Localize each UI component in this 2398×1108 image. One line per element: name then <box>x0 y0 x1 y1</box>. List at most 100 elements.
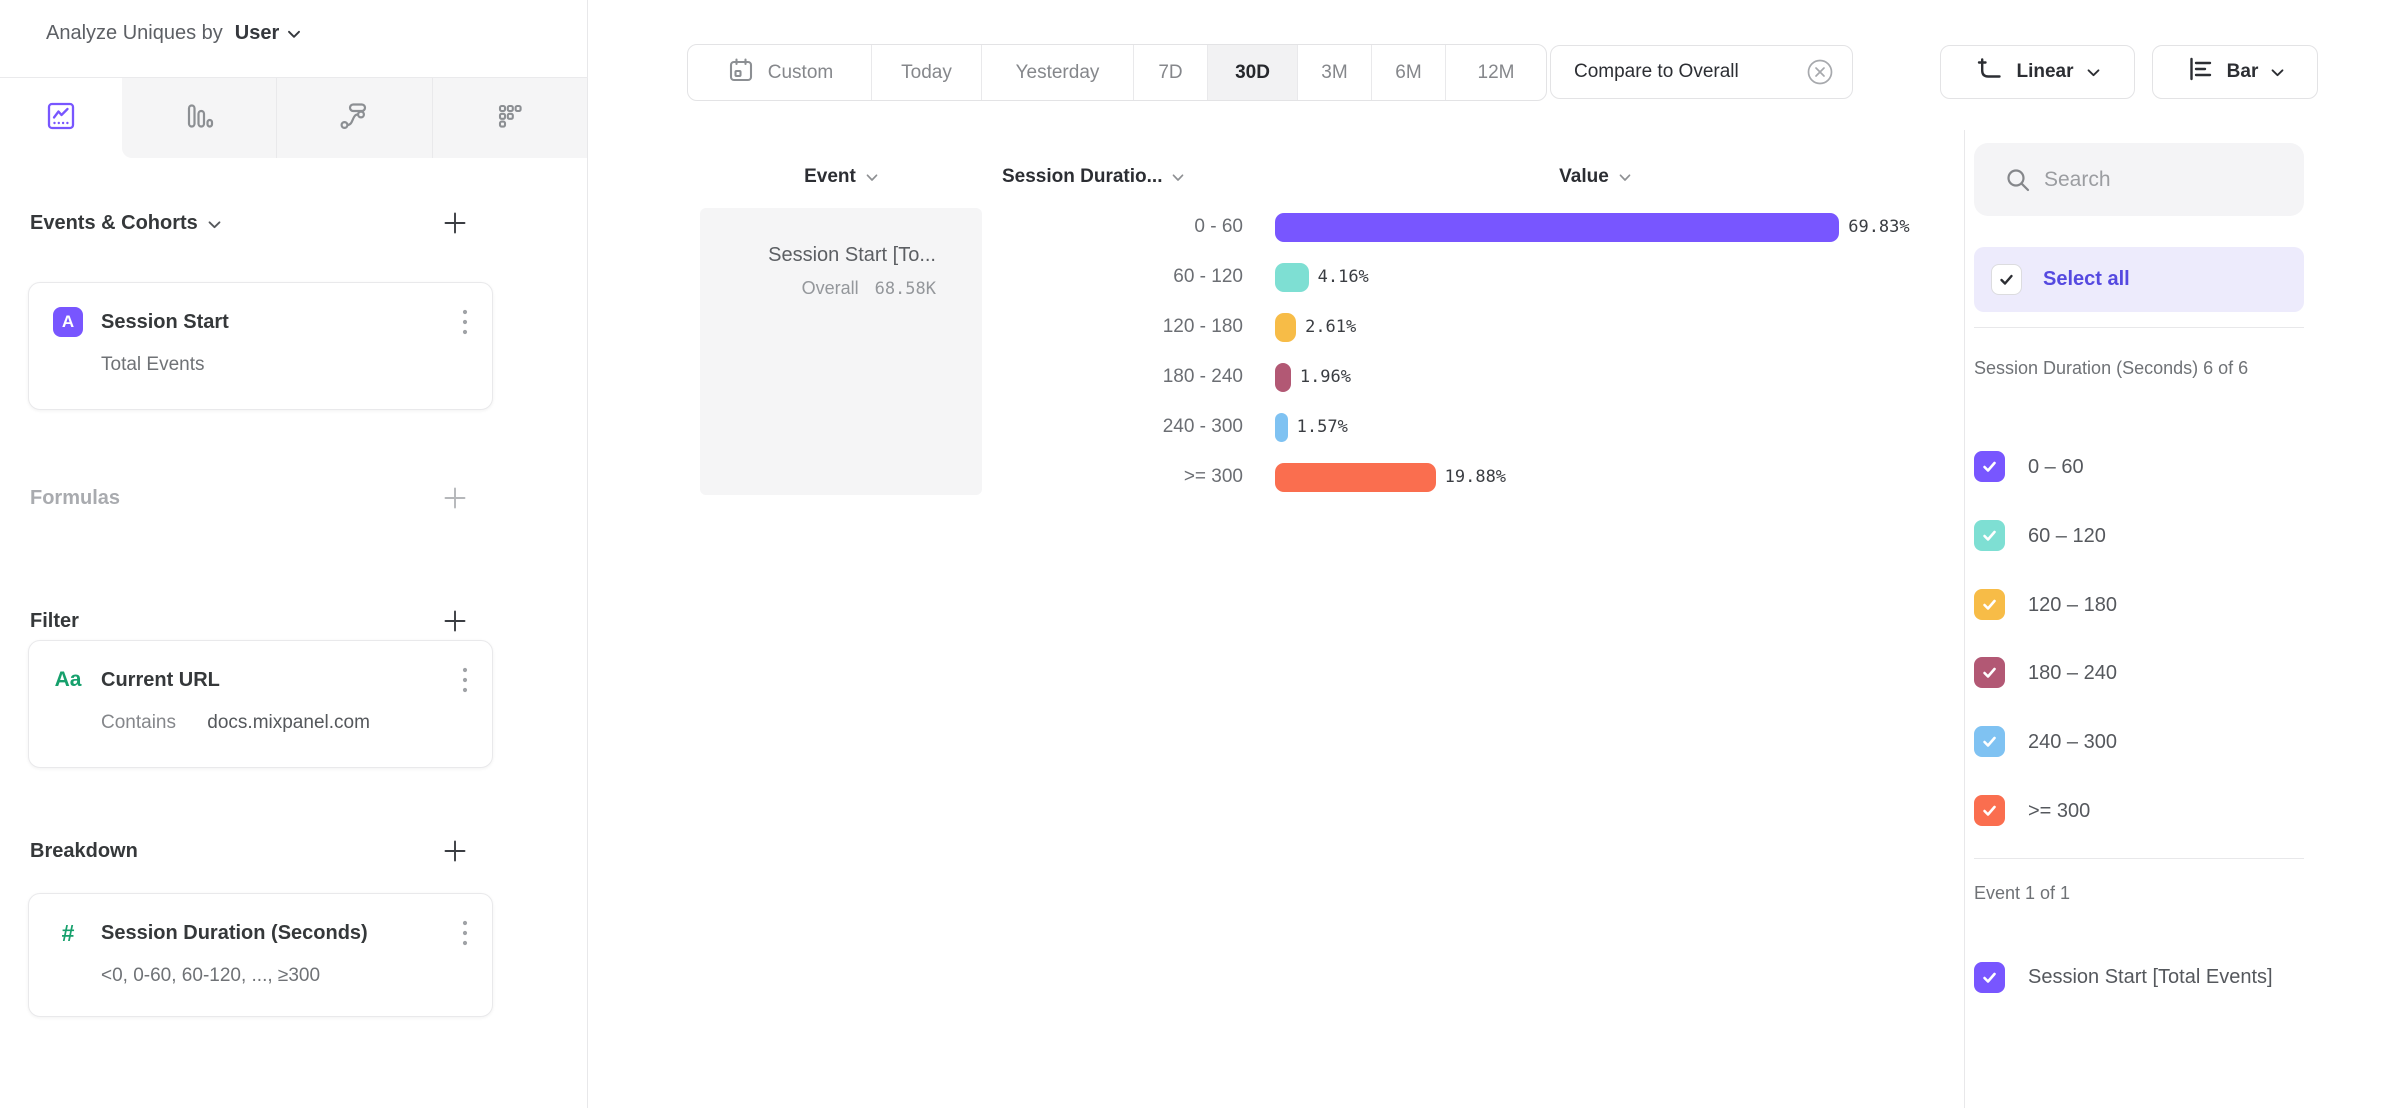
colored-checkbox[interactable] <box>1974 589 2005 620</box>
legend-item-300-plus[interactable]: >= 300 <box>1974 795 2394 826</box>
column-header-breakdown[interactable]: Session Duratio... <box>1002 164 1242 190</box>
events-cohorts-section-header: Events & Cohorts <box>30 210 468 236</box>
date-range-6m[interactable]: 6M <box>1371 45 1445 100</box>
search-input[interactable] <box>2044 143 2294 216</box>
filter-card-title: Current URL <box>101 668 220 691</box>
chart-row-120-180: 120 - 180 2.61% <box>1040 312 1356 342</box>
event-letter-badge: A <box>53 307 83 337</box>
formulas-title: Formulas <box>30 486 121 509</box>
breakdown-card-title: Session Duration (Seconds) <box>101 921 368 944</box>
date-range-control: Custom Today Yesterday 7D 30D 3M 6M 12M <box>687 44 1547 101</box>
text-property-icon: Aa <box>54 668 82 691</box>
chart-row-240-300: 240 - 300 1.57% <box>1040 412 1348 442</box>
events-cohorts-title[interactable]: Events & Cohorts <box>30 212 221 235</box>
chart-row-60-120: 60 - 120 4.16% <box>1040 262 1369 292</box>
legend-panel: Select all Session Duration (Seconds) 6 … <box>1964 130 2398 1108</box>
event-card-session-start[interactable]: A Session Start Total Events <box>28 282 493 410</box>
report-type-tabs <box>0 77 588 158</box>
analyze-label: Analyze Uniques by <box>46 22 223 44</box>
colored-checkbox[interactable] <box>1974 961 2005 993</box>
retention-grid-icon <box>494 100 526 137</box>
event-summary-cell[interactable]: Session Start [To... Overall 68.58K <box>700 208 982 495</box>
value-label: 1.96% <box>1299 367 1352 387</box>
value-bar[interactable] <box>1275 462 1436 492</box>
filter-card-current-url[interactable]: Aa Current URL Contains docs.mixpanel.co… <box>28 640 493 768</box>
date-range-today[interactable]: Today <box>871 45 981 100</box>
filter-operator[interactable]: Contains <box>101 712 176 733</box>
value-bar[interactable] <box>1275 362 1291 392</box>
date-range-12m[interactable]: 12M <box>1445 45 1546 100</box>
tab-insights[interactable] <box>0 78 122 158</box>
select-all-row[interactable]: Select all <box>1974 247 2304 312</box>
breakdown-card-session-duration[interactable]: # Session Duration (Seconds) <0, 0-60, 6… <box>28 893 493 1017</box>
compare-chip-label: Compare to Overall <box>1574 61 1739 82</box>
add-filter-button[interactable] <box>442 608 468 634</box>
value-label: 19.88% <box>1444 467 1507 487</box>
value-bar[interactable] <box>1275 262 1309 292</box>
breakdown-card-buckets[interactable]: <0, 0-60, 60-120, ..., ≥300 <box>101 965 321 986</box>
chevron-down-icon <box>2271 61 2284 83</box>
colored-checkbox[interactable] <box>1974 451 2005 482</box>
filter-card-condition[interactable]: Contains docs.mixpanel.com <box>101 712 492 734</box>
filter-section-header: Filter <box>30 608 468 634</box>
tab-flows[interactable] <box>276 78 431 158</box>
colored-checkbox[interactable] <box>1974 795 2005 826</box>
legend-search[interactable] <box>1974 143 2304 216</box>
kebab-menu-icon[interactable] <box>458 305 472 339</box>
horizontal-bar-chart-icon <box>2186 55 2214 89</box>
add-breakdown-button[interactable] <box>442 838 468 864</box>
filter-value[interactable]: docs.mixpanel.com <box>207 712 370 733</box>
date-range-30d-active[interactable]: 30D <box>1207 45 1297 100</box>
tab-funnels[interactable] <box>122 78 276 158</box>
legend-item-session-start[interactable]: Session Start [Total Events] <box>1974 942 2394 1012</box>
select-all-checkbox[interactable] <box>1991 264 2022 295</box>
remove-compare-icon[interactable] <box>1806 58 1834 86</box>
colored-checkbox[interactable] <box>1974 520 2005 551</box>
value-bar[interactable] <box>1275 212 1840 242</box>
value-bar[interactable] <box>1275 312 1297 342</box>
event-summary-title: Session Start [To... <box>768 244 936 266</box>
legend-item-60-120[interactable]: 60 – 120 <box>1974 520 2394 551</box>
kebab-menu-icon[interactable] <box>458 916 472 950</box>
colored-checkbox[interactable] <box>1974 657 2005 688</box>
overall-value: 68.58K <box>874 279 936 299</box>
date-range-custom[interactable]: Custom <box>688 45 871 100</box>
value-label: 2.61% <box>1305 317 1357 337</box>
legend-item-180-240[interactable]: 180 – 240 <box>1974 657 2394 688</box>
tab-retention[interactable] <box>431 78 587 158</box>
value-label: 4.16% <box>1317 267 1369 287</box>
category-label: 180 - 240 <box>1162 366 1243 387</box>
numeric-property-icon: # <box>61 919 75 946</box>
value-bar[interactable] <box>1275 412 1288 442</box>
event-card-subtitle[interactable]: Total Events <box>101 354 205 375</box>
legend-item-0-60[interactable]: 0 – 60 <box>1974 451 2394 482</box>
kebab-menu-icon[interactable] <box>458 663 472 697</box>
analyze-entity-value[interactable]: User <box>234 22 280 44</box>
value-label: 1.57% <box>1296 417 1348 437</box>
column-header-event[interactable]: Event <box>700 164 982 190</box>
category-label: 60 - 120 <box>1173 266 1243 287</box>
colored-checkbox[interactable] <box>1974 726 2005 757</box>
search-icon <box>2004 166 2032 194</box>
calendar-icon <box>726 55 756 91</box>
analyze-uniques-control[interactable]: Analyze Uniques by User <box>46 22 301 45</box>
add-formula-button[interactable] <box>442 485 468 511</box>
scale-label: Linear <box>2016 61 2074 82</box>
chart-row-180-240: 180 - 240 1.96% <box>1040 362 1351 392</box>
column-header-value[interactable]: Value <box>1462 164 1728 190</box>
legend-item-240-300[interactable]: 240 – 300 <box>1974 726 2394 757</box>
chart-row-300-plus: >= 300 19.88% <box>1040 462 1506 492</box>
compare-to-overall-chip[interactable]: Compare to Overall <box>1550 45 1853 99</box>
date-range-3m[interactable]: 3M <box>1297 45 1371 100</box>
scale-selector-button[interactable]: Linear <box>1940 45 2135 99</box>
add-event-button[interactable] <box>442 210 468 236</box>
date-range-7d[interactable]: 7D <box>1133 45 1207 100</box>
category-label: 0 - 60 <box>1194 216 1243 237</box>
linear-axis-icon <box>1975 55 2003 89</box>
chart-type-button[interactable]: Bar <box>2152 45 2318 99</box>
legend-item-120-180[interactable]: 120 – 180 <box>1974 589 2394 620</box>
date-range-yesterday[interactable]: Yesterday <box>981 45 1133 100</box>
filter-title: Filter <box>30 609 79 632</box>
event-card-title-row: A Session Start <box>29 283 492 339</box>
category-label: 120 - 180 <box>1162 316 1243 337</box>
